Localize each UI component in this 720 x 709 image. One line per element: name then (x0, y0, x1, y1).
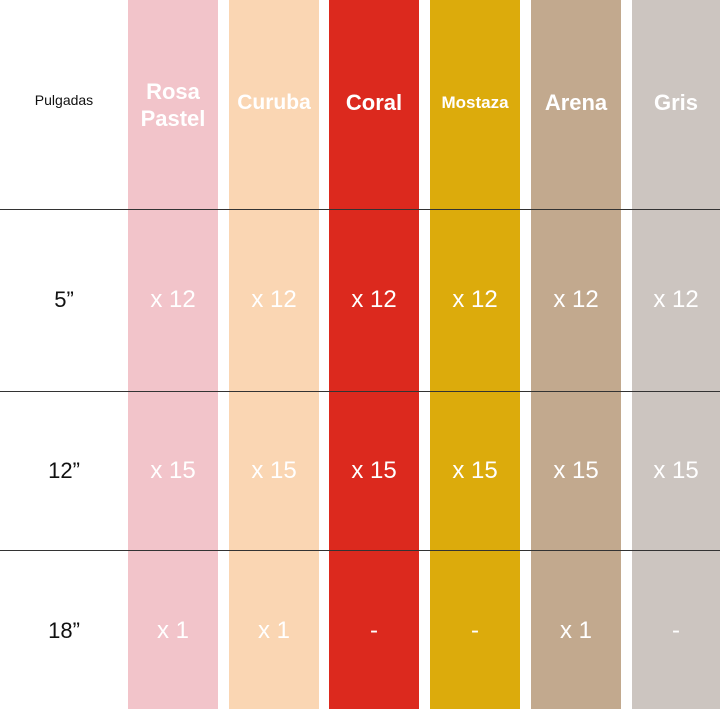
cell-5-mostaza: x 12 (452, 286, 498, 313)
row-label-12: 12” (48, 458, 80, 483)
column-rosa-pastel: Rosa Pastel x 12 x 15 x 1 (128, 0, 218, 709)
column-title: Curuba (237, 90, 311, 114)
cell-18-rosa-pastel: x 1 (156, 617, 189, 644)
cell-5-coral: x 12 (351, 286, 397, 313)
header-label: Pulgadas (34, 92, 94, 108)
row-divider (0, 391, 720, 392)
row-divider (0, 550, 720, 551)
row-divider (0, 209, 720, 210)
cell-12-gris: x 15 (653, 457, 699, 484)
cell-18-coral: - (370, 617, 378, 644)
cell-12-curuba: x 15 (251, 457, 297, 484)
cell-5-arena: x 12 (553, 286, 599, 313)
column-title: Coral (345, 90, 403, 116)
column-mostaza: Mostaza x 12 x 15 - (430, 0, 520, 709)
cell-18-gris: - (672, 617, 680, 644)
cell-12-rosa-pastel: x 15 (150, 457, 196, 484)
column-arena: Arena x 12 x 15 x 1 (531, 0, 621, 709)
row-label-5: 5” (54, 287, 74, 312)
column-title: Gris (653, 90, 699, 116)
column-title: Arena (544, 90, 608, 116)
cell-5-rosa-pastel: x 12 (150, 286, 196, 313)
row-label-18: 18” (48, 618, 80, 643)
cell-12-coral: x 15 (351, 457, 397, 484)
cell-18-arena: x 1 (559, 617, 592, 644)
cell-18-mostaza: - (471, 617, 479, 644)
cell-12-arena: x 15 (553, 457, 599, 484)
column-curuba: Curuba x 12 x 15 x 1 (229, 0, 319, 709)
cell-12-mostaza: x 15 (452, 457, 498, 484)
cell-5-curuba: x 12 (251, 286, 297, 313)
column-title: Rosa Pastel (140, 78, 206, 132)
column-gris: Gris x 12 x 15 - (632, 0, 720, 709)
cell-18-curuba: x 1 (257, 617, 290, 644)
column-title: Mostaza (441, 93, 509, 113)
cell-5-gris: x 12 (653, 286, 699, 313)
column-coral: Coral x 12 x 15 - (329, 0, 419, 709)
